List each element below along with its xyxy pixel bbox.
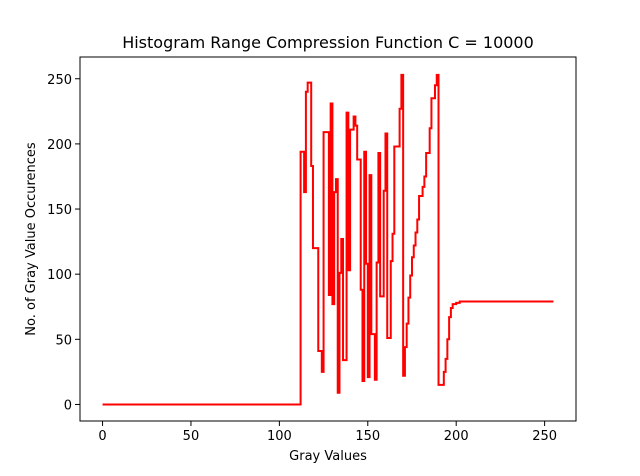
x-tick-label: 50 [183,429,200,444]
y-tick-label: 200 [47,138,72,153]
series-layer [102,73,554,406]
x-tick-label: 250 [532,429,557,444]
y-tick-label: 50 [55,333,72,348]
x-tick-label: 200 [444,429,469,444]
y-tick-label: 100 [47,268,72,283]
plot-frame [79,56,577,422]
chart-title: Histogram Range Compression Function C =… [122,33,534,52]
series-line-1 [102,73,554,406]
y-axis-ticks: 0 50 100 150 200 250 [47,73,80,413]
y-tick-label: 150 [47,203,72,218]
x-axis-ticks: 0 50 100 150 200 250 [98,421,557,444]
x-tick-label: 100 [267,429,292,444]
y-axis-label: No. of Gray Value Occurences [24,142,39,336]
x-tick-label: 0 [98,429,106,444]
y-tick-label: 0 [64,398,72,413]
x-axis-label: Gray Values [289,449,367,464]
x-tick-label: 150 [355,429,380,444]
y-tick-label: 250 [47,73,72,88]
